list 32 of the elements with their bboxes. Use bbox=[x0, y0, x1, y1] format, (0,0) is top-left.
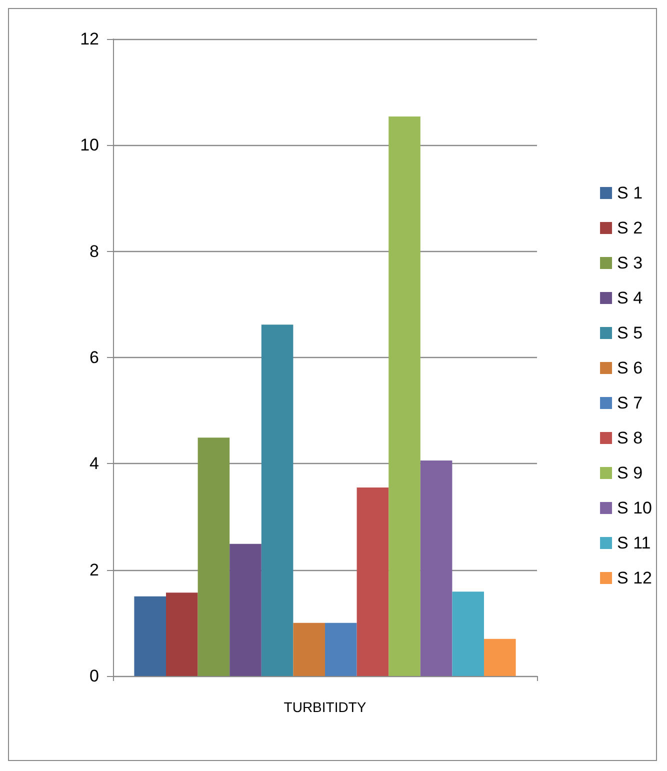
legend-label: S 3 bbox=[617, 254, 643, 272]
bar bbox=[484, 638, 516, 676]
legend-label: S 2 bbox=[617, 218, 643, 238]
y-tick-label: 4 bbox=[90, 454, 99, 474]
bar bbox=[452, 592, 484, 676]
y-tick-label: 0 bbox=[90, 666, 99, 686]
bar bbox=[325, 622, 357, 676]
bar bbox=[198, 438, 230, 676]
legend-label: S 1 bbox=[617, 184, 643, 202]
legend-label: S 5 bbox=[617, 324, 643, 342]
y-tick-label: 8 bbox=[90, 242, 99, 261]
bar bbox=[166, 592, 198, 676]
bar bbox=[293, 622, 325, 676]
bar bbox=[230, 544, 262, 676]
x-tick-label: TURBITIDTY bbox=[284, 699, 367, 715]
y-tick-label: 2 bbox=[90, 560, 99, 580]
y-tick-label: 12 bbox=[80, 30, 99, 48]
legend-label: S 12 bbox=[617, 568, 652, 588]
bar bbox=[388, 116, 420, 676]
legend-label: S 10 bbox=[617, 498, 652, 518]
bar bbox=[261, 324, 294, 676]
legend-label: S 8 bbox=[617, 428, 643, 448]
bar bbox=[134, 596, 166, 676]
legend-label: S 11 bbox=[617, 534, 651, 552]
legend-label: S 7 bbox=[617, 394, 643, 412]
legend-label: S 4 bbox=[617, 288, 643, 308]
legend-label: S 6 bbox=[617, 358, 643, 378]
bar bbox=[356, 488, 389, 676]
y-tick-label: 6 bbox=[90, 348, 99, 367]
y-tick-label: 10 bbox=[80, 136, 99, 155]
bar bbox=[420, 460, 452, 676]
legend-label: S 9 bbox=[617, 464, 643, 482]
